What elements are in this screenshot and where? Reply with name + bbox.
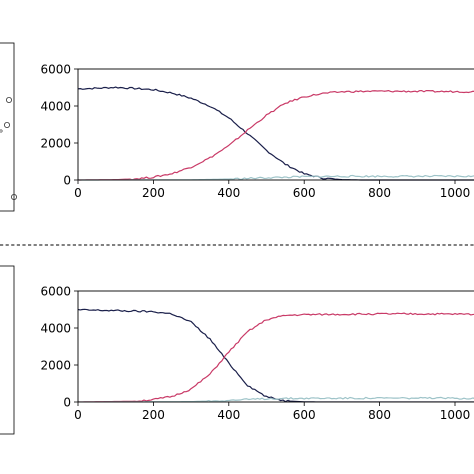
x-tick-label: 200 xyxy=(142,408,165,422)
left-panel-top-marker xyxy=(4,122,10,129)
left-panel-top-frame xyxy=(0,42,15,212)
left-panel-top-marker xyxy=(0,129,3,133)
y-tick-label: 2000 xyxy=(40,137,71,151)
y-tick-label: 0 xyxy=(63,396,71,410)
series-line-2 xyxy=(78,174,474,181)
y-tick-label: 6000 xyxy=(40,63,71,77)
chart-top-series xyxy=(78,86,474,181)
left-panel-bottom xyxy=(0,265,15,435)
chart-top: 0 200 400 600 800 1000 0 2000 4000 6000 xyxy=(40,63,474,201)
chart-top-ticks: 0 200 400 600 800 1000 0 2000 4000 6000 xyxy=(40,63,470,201)
y-tick-label: 4000 xyxy=(40,100,71,114)
x-tick-label: 200 xyxy=(142,186,165,200)
y-tick-label: 4000 xyxy=(40,322,71,336)
y-tick-label: 6000 xyxy=(40,285,71,299)
chart-top-frame xyxy=(77,68,474,181)
series-line-0 xyxy=(78,86,474,181)
left-panel-top-marker xyxy=(6,97,12,104)
series-line-1 xyxy=(78,90,474,181)
left-panel-bottom-frame xyxy=(0,265,15,435)
left-panel-top xyxy=(0,42,17,212)
series-line-2 xyxy=(78,396,474,402)
x-tick-label: 400 xyxy=(217,186,240,200)
y-tick-label: 0 xyxy=(63,174,71,188)
x-tick-label: 800 xyxy=(368,186,391,200)
y-tick-label: 2000 xyxy=(40,359,71,373)
x-tick-label: 0 xyxy=(74,186,82,200)
x-tick-label: 1000 xyxy=(440,186,471,200)
x-tick-label: 600 xyxy=(293,408,316,422)
x-tick-label: 400 xyxy=(217,408,240,422)
chart-bottom-series xyxy=(78,308,474,402)
series-line-1 xyxy=(78,312,474,402)
x-tick-label: 1000 xyxy=(440,408,471,422)
left-panel-top-marker xyxy=(10,193,17,200)
chart-bottom-frame xyxy=(77,290,474,403)
series-line-0 xyxy=(78,308,474,402)
chart-bottom: 0 200 400 600 800 1000 0 2000 4000 6000 xyxy=(40,285,474,423)
x-tick-label: 800 xyxy=(368,408,391,422)
x-tick-label: 0 xyxy=(74,408,82,422)
chart-bottom-ticks: 0 200 400 600 800 1000 0 2000 4000 6000 xyxy=(40,285,470,423)
x-tick-label: 600 xyxy=(293,186,316,200)
